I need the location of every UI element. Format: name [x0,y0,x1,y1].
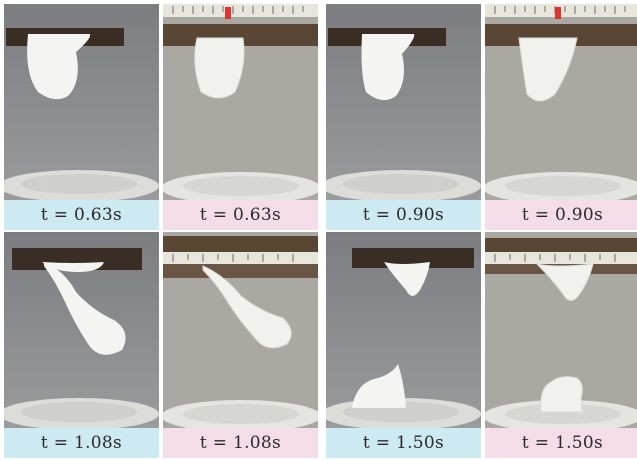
panel-exp-t150: t = 1.50s [485,232,637,460]
caption: t = 1.08s [163,428,318,458]
panel-sim-t063: t = 0.63s [4,4,159,232]
photo-simulation-stretching [4,232,159,428]
photo-experiment-hanging [163,4,318,200]
caption: t = 1.50s [485,428,637,458]
panel-sim-t108: t = 1.08s [4,232,159,460]
photo-simulation-landed [326,232,481,428]
caption: t = 1.08s [4,428,159,458]
photo-experiment-hanging [485,4,637,200]
caption: t = 0.63s [4,200,159,230]
photo-simulation-hanging [4,4,159,200]
photo-experiment-landed [485,232,637,428]
panel-sim-t150: t = 1.50s [326,232,481,460]
caption: t = 0.90s [485,200,637,230]
panel-sim-t090: t = 0.90s [326,4,481,232]
caption: t = 0.63s [163,200,318,230]
caption: t = 0.90s [326,200,481,230]
photo-experiment-stretching [163,232,318,428]
panel-exp-t090: t = 0.90s [485,4,637,232]
caption: t = 1.50s [326,428,481,458]
panel-exp-t108: t = 1.08s [163,232,318,460]
photo-simulation-hanging [326,4,481,200]
panel-exp-t063: t = 0.63s [163,4,318,232]
